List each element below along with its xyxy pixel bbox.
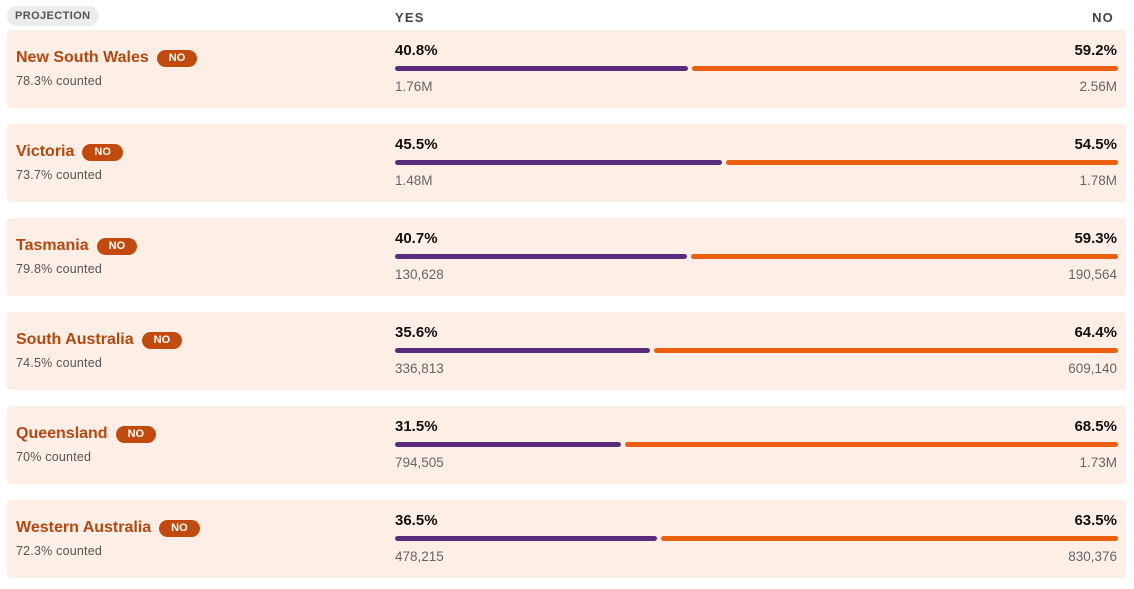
no-votes: 609,140: [1068, 361, 1117, 376]
state-row: Queensland NO 70% counted 31.5% 68.5% 794,505…: [7, 406, 1126, 484]
state-name: Queensland: [16, 425, 108, 442]
yes-percent-label: 45.5%: [395, 136, 438, 153]
yes-votes: 130,628: [395, 267, 444, 282]
result-badge: NO: [156, 49, 198, 67]
yes-bar: [395, 442, 621, 447]
state-name: New South Wales: [16, 49, 149, 66]
yes-bar: [395, 160, 722, 165]
results-header: PROJECTION YES NO: [0, 0, 1134, 30]
no-votes: 2.56M: [1079, 79, 1117, 94]
no-column-label: NO: [1092, 10, 1114, 25]
yes-bar: [395, 348, 651, 353]
no-percent-label: 64.4%: [1074, 324, 1117, 341]
state-title: Victoria NO: [16, 143, 123, 161]
state-title: New South Wales NO: [16, 49, 198, 67]
yes-votes: 478,215: [395, 549, 444, 564]
no-votes: 1.78M: [1079, 173, 1117, 188]
counted-status: 79.8% counted: [16, 262, 102, 276]
state-title: Western Australia NO: [16, 519, 200, 537]
state-row: Tasmania NO 79.8% counted 40.7% 59.3% 130,628…: [7, 218, 1126, 296]
no-percent-label: 59.2%: [1074, 42, 1117, 59]
yes-bar: [395, 536, 657, 541]
state-name: Victoria: [16, 143, 75, 160]
yes-bar: [395, 66, 688, 71]
no-votes: 1.73M: [1079, 455, 1117, 470]
yes-column-label: YES: [395, 10, 425, 25]
counted-status: 72.3% counted: [16, 544, 102, 558]
no-bar: [624, 442, 1118, 447]
yes-votes: 336,813: [395, 361, 444, 376]
no-bar: [691, 254, 1118, 259]
no-percent-label: 68.5%: [1074, 418, 1117, 435]
no-votes: 190,564: [1068, 267, 1117, 282]
counted-status: 74.5% counted: [16, 356, 102, 370]
no-bar: [691, 66, 1118, 71]
state-row: Western Australia NO 72.3% counted 36.5% 63.…: [7, 500, 1126, 578]
yes-votes: 1.48M: [395, 173, 433, 188]
counted-status: 78.3% counted: [16, 74, 102, 88]
state-title: Tasmania NO: [16, 237, 138, 255]
no-percent-label: 59.3%: [1074, 230, 1117, 247]
yes-percent-label: 40.7%: [395, 230, 438, 247]
result-badge: NO: [115, 425, 157, 443]
no-bar: [725, 160, 1118, 165]
yes-bar: [395, 254, 688, 259]
state-name: Tasmania: [16, 237, 89, 254]
state-name: Western Australia: [16, 519, 152, 536]
no-bar: [660, 536, 1118, 541]
yes-percent-label: 35.6%: [395, 324, 438, 341]
result-badge: NO: [82, 143, 123, 161]
result-badge: NO: [159, 519, 200, 537]
no-votes: 830,376: [1068, 549, 1117, 564]
state-name: South Australia: [16, 331, 134, 348]
result-badge: NO: [141, 331, 183, 349]
yes-percent-label: 31.5%: [395, 418, 438, 435]
projection-label: PROJECTION: [7, 6, 99, 26]
yes-percent-label: 40.8%: [395, 42, 438, 59]
no-bar: [654, 348, 1118, 353]
state-row: New South Wales NO 78.3% counted 40.8% 59.2%…: [7, 30, 1126, 108]
state-title: Queensland NO: [16, 425, 157, 443]
yes-votes: 794,505: [395, 455, 444, 470]
state-row: Victoria NO 73.7% counted 45.5% 54.5% 1.48M 1.…: [7, 124, 1126, 202]
state-title: South Australia NO: [16, 331, 183, 349]
no-percent-label: 63.5%: [1074, 512, 1117, 529]
result-badge: NO: [96, 237, 138, 255]
yes-percent-label: 36.5%: [395, 512, 438, 529]
counted-status: 73.7% counted: [16, 168, 102, 182]
counted-status: 70% counted: [16, 450, 92, 464]
yes-votes: 1.76M: [395, 79, 433, 94]
state-row: South Australia NO 74.5% counted 35.6% 64.4%…: [7, 312, 1126, 390]
no-percent-label: 54.5%: [1074, 136, 1117, 153]
